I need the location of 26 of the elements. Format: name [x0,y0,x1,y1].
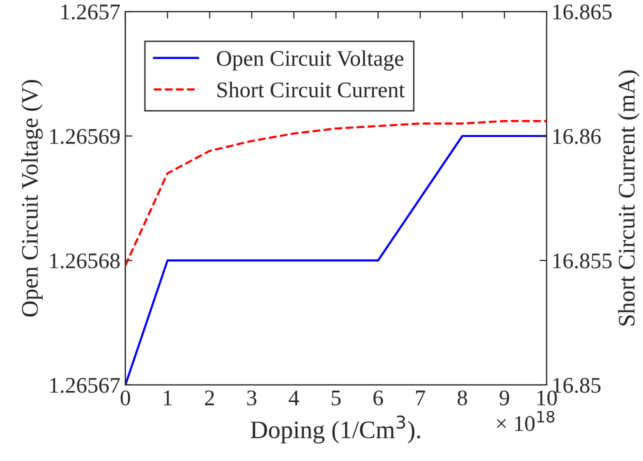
y2-tick-label: 16.85 [553,378,601,393]
y-axis-title: Open Circuit Voltage (V) [21,80,43,317]
text: × 10$^{18}$ [496,410,554,432]
line-series [125,120,547,266]
y-tick-label: 1.26568 [50,253,120,268]
x-tick-label: 8 [458,390,468,406]
y2-tick-label: 16.865 [553,4,612,20]
x-tick-label: 0 [120,390,130,406]
x-tick-label: 3 [247,390,256,406]
y-tick-label: 1.26567 [50,378,120,393]
y2-tick-label: 16.86 [553,128,601,144]
y2-axis-title: Short Circuit Current (mA) [618,70,640,326]
x-tick-label: 9 [500,390,510,406]
x-axis-title: Doping (1/Cm$^{3}$). [250,416,420,444]
y-tick-label: 1.26569 [50,128,120,144]
y-tick-label: 1.2657 [61,4,120,20]
x-tick-label: 6 [373,390,383,406]
x-tick-label: 5 [332,390,341,406]
x-tick-label: 2 [205,390,214,406]
x-tick-label: 4 [288,390,300,406]
x-tick-label: 10 [537,390,557,406]
x-tick-label: 1 [164,390,172,406]
legend-label: Short Circuit Current [218,82,405,98]
y2-tick-label: 16.855 [553,253,612,268]
legend-label: Open Circuit Voltage [216,50,404,71]
x-tick-label: 7 [416,390,426,406]
